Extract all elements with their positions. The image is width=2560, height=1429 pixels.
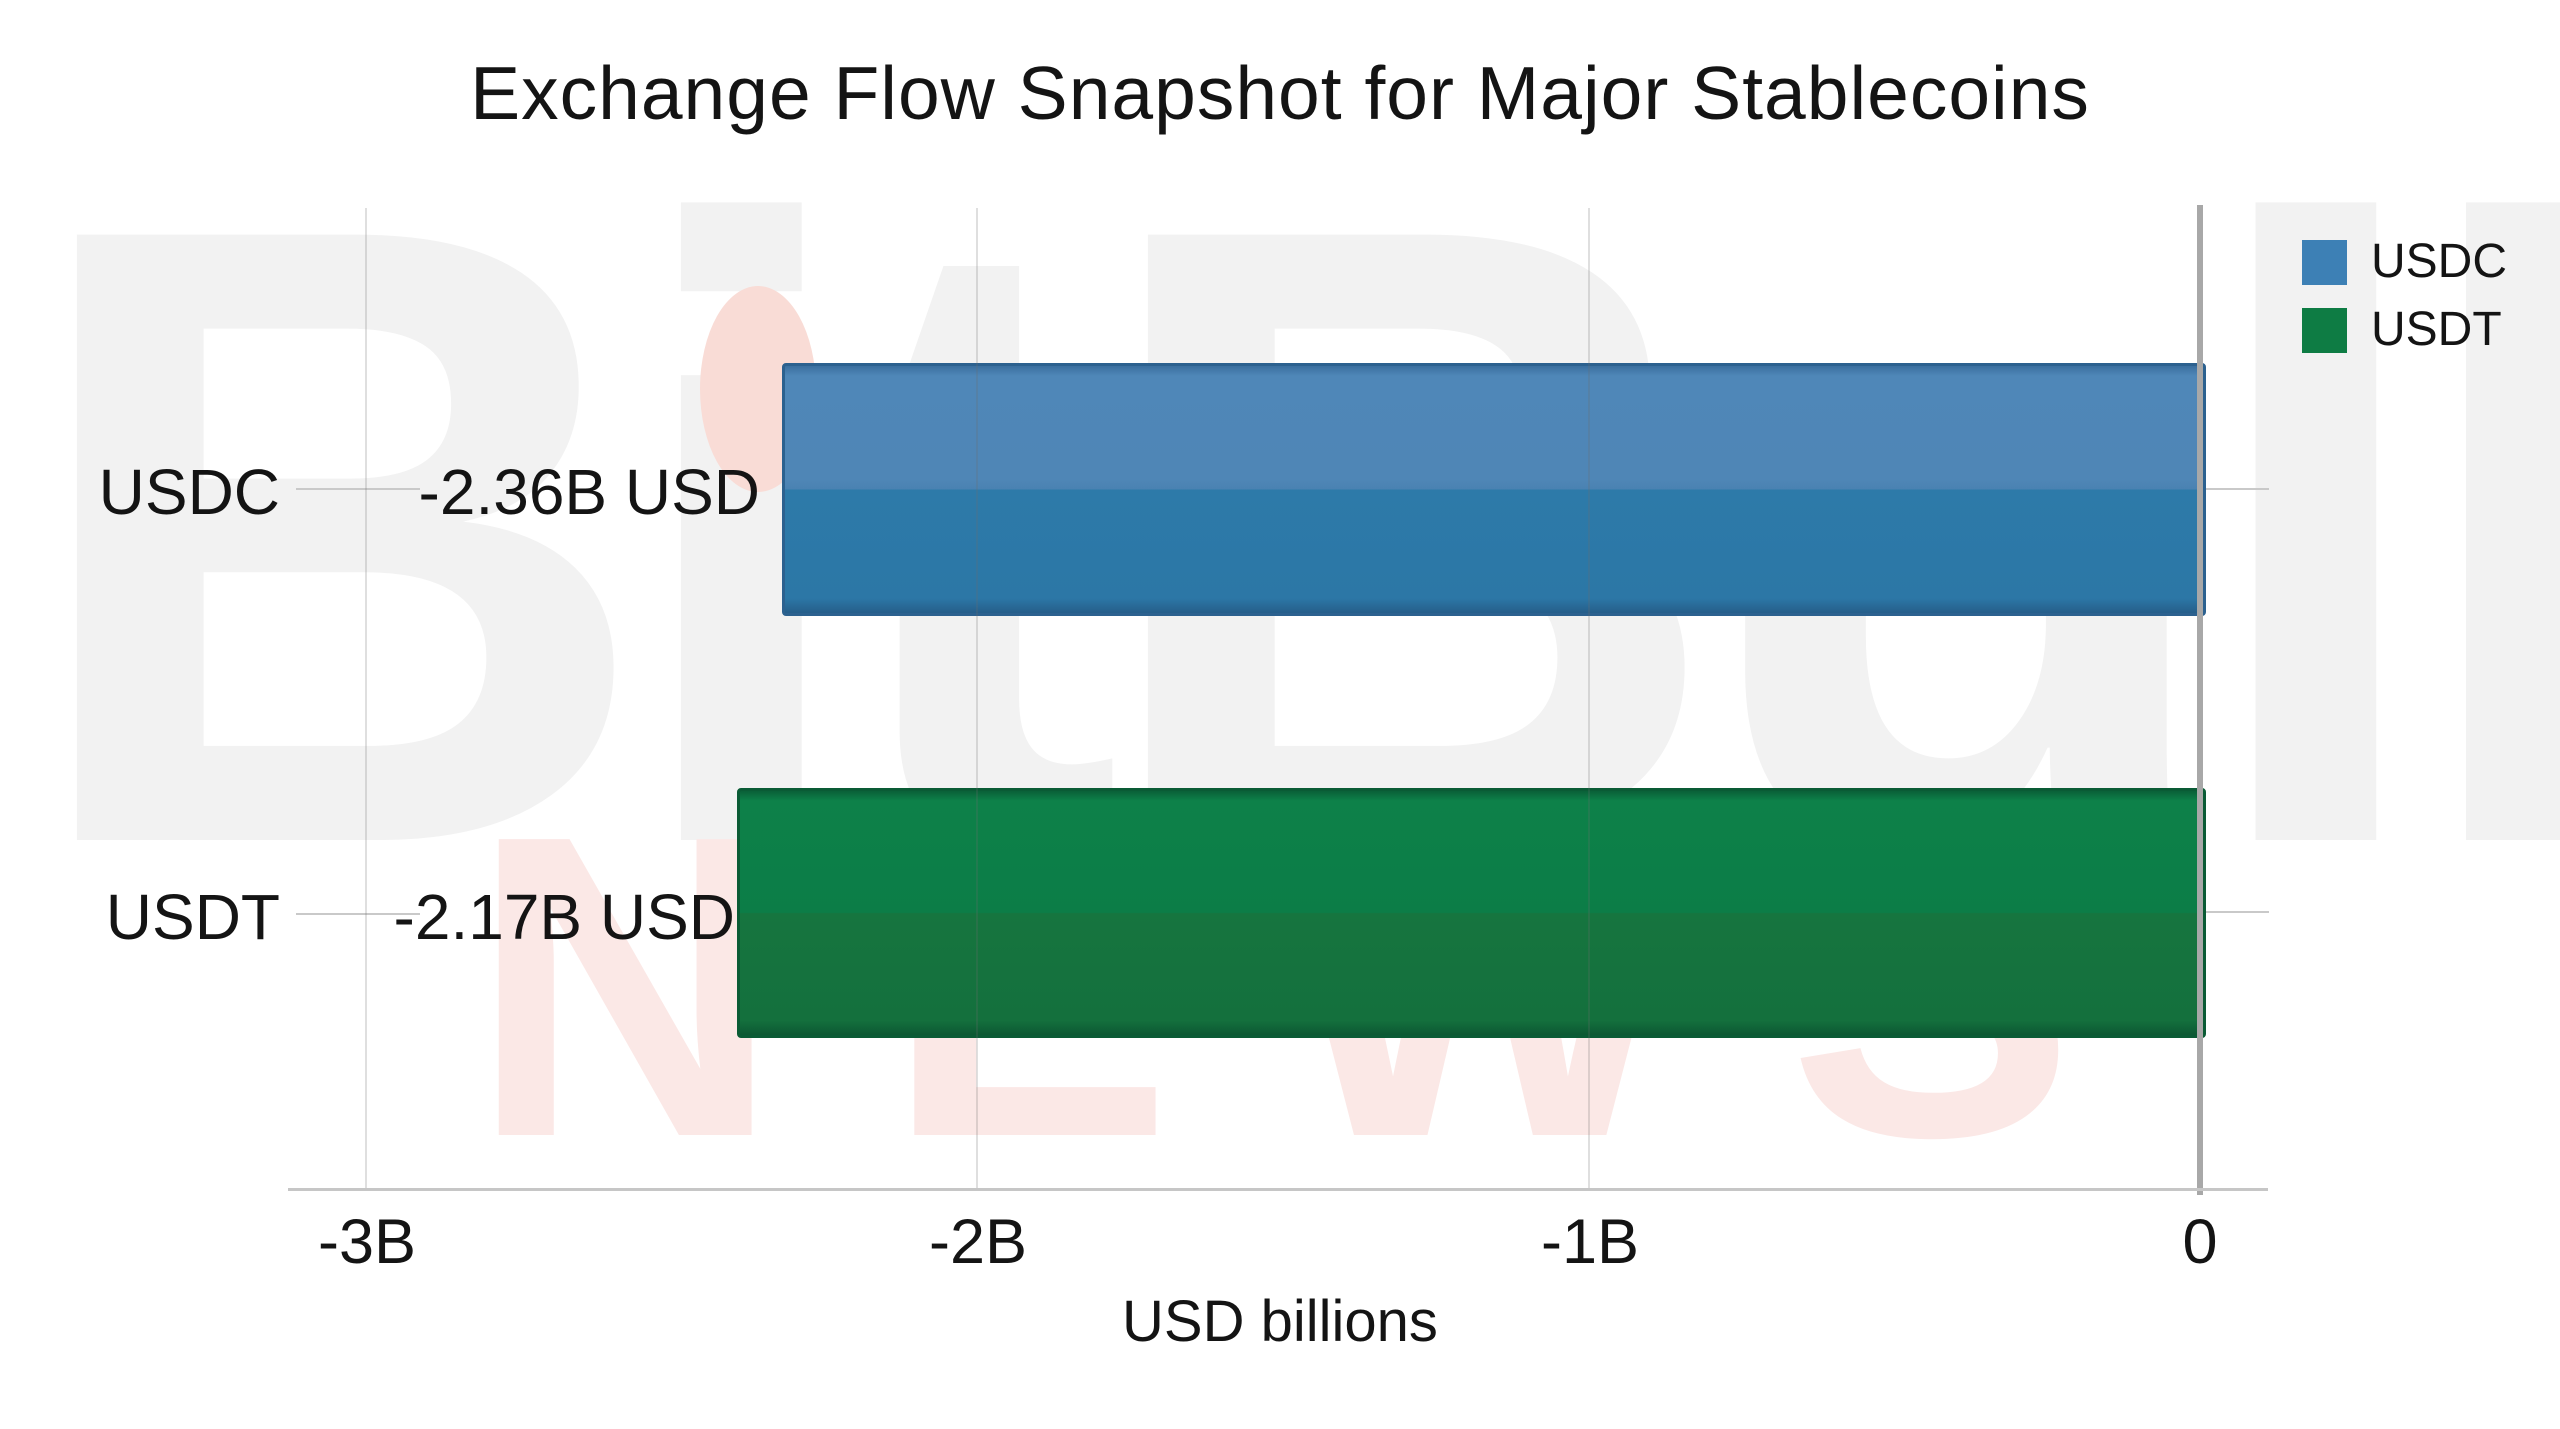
legend-label-usdc: USDC — [2371, 235, 2508, 288]
legend-item-usdc: USDC — [2302, 238, 2507, 286]
category-label-usdt: USDT — [105, 881, 280, 953]
legend-swatch-usdc — [2302, 239, 2347, 285]
x-tick-zero: 0 — [2182, 1207, 2218, 1277]
legend-label-usdt: USDT — [2371, 303, 2502, 356]
usdc-bar — [782, 363, 2206, 616]
x-axis-line — [288, 1188, 2268, 1191]
gridline-minus-1b — [1588, 208, 1590, 1190]
usdc-row-right-tick-line — [2203, 488, 2269, 490]
x-tick-minus-2b: -2B — [928, 1207, 1028, 1277]
value-label-usdt: -2.17B USD — [393, 881, 735, 953]
usdc-row-left-tick-line — [296, 488, 420, 490]
x-tick-minus-3b: -3B — [317, 1207, 417, 1277]
legend-item-usdt: USDT — [2302, 306, 2507, 354]
usdt-bar — [737, 788, 2206, 1038]
usdt-row-right-tick-line — [2203, 911, 2269, 913]
gridline-minus-3b — [365, 208, 367, 1190]
category-label-usdc: USDC — [98, 456, 280, 528]
zero-axis-line — [2197, 205, 2203, 1195]
x-tick-minus-1b: -1B — [1540, 1207, 1640, 1277]
chart-title: Exchange Flow Snapshot for Major Stablec… — [470, 51, 2090, 135]
gridline-minus-2b — [976, 208, 978, 1190]
legend-swatch-usdt — [2302, 307, 2347, 353]
usdt-row-left-tick-line — [296, 913, 420, 915]
x-axis-title: USD billions — [1122, 1289, 1438, 1354]
value-label-usdc: -2.36B USD — [418, 456, 760, 528]
legend: USDC USDT — [2302, 238, 2507, 374]
